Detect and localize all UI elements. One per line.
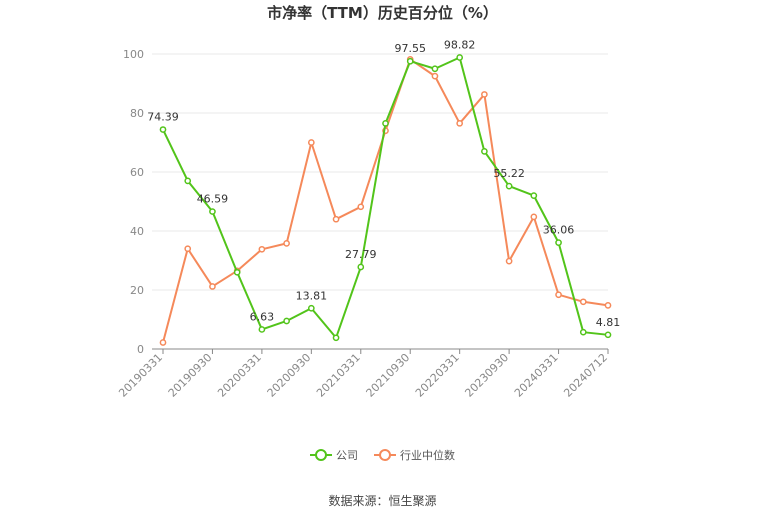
data-point-industry xyxy=(209,283,216,290)
data-label: 46.59 xyxy=(197,193,229,206)
data-point-company xyxy=(604,331,612,339)
data-point-industry xyxy=(555,291,562,299)
chart-title: 市净率（TTM）历史百分位（%） xyxy=(267,4,498,22)
y-tick-label: 60 xyxy=(130,166,144,179)
data-point-industry xyxy=(357,203,365,211)
series-line-industry xyxy=(162,58,609,343)
data-point-company xyxy=(209,208,216,215)
y-tick-label: 80 xyxy=(130,107,144,120)
data-point-industry xyxy=(505,257,513,265)
y-tick-label: 40 xyxy=(130,225,144,238)
legend-item-company[interactable]: 公司 xyxy=(310,447,358,463)
data-point-company xyxy=(505,182,513,190)
data-point-industry xyxy=(307,139,315,146)
data-point-industry xyxy=(283,240,290,247)
data-point-company xyxy=(332,334,340,342)
x-tick-label: 20190930 xyxy=(166,351,215,400)
data-point-company xyxy=(382,119,389,127)
data-label: 6.63 xyxy=(250,310,275,323)
data-point-industry xyxy=(530,213,538,221)
legend-item-industry[interactable]: 行业中位数 xyxy=(374,447,455,463)
x-tick-label: 20210331 xyxy=(314,351,363,400)
legend-marker-company xyxy=(310,449,332,461)
data-point-company xyxy=(456,54,464,61)
legend: 公司 行业中位数 xyxy=(0,447,765,463)
legend-label-industry: 行业中位数 xyxy=(400,449,455,462)
data-point-industry xyxy=(579,298,587,306)
data-label: 36.06 xyxy=(543,224,575,237)
data-point-company xyxy=(579,328,587,336)
source-note: 数据来源：恒生聚源 xyxy=(328,494,437,508)
data-point-industry xyxy=(431,72,439,80)
x-tick-label: 20190331 xyxy=(116,351,165,400)
data-label: 55.22 xyxy=(493,167,525,180)
x-tick-label: 20220331 xyxy=(413,351,462,400)
data-point-industry xyxy=(159,339,167,346)
legend-label-company: 公司 xyxy=(336,449,358,462)
data-label: 4.81 xyxy=(596,316,621,329)
data-point-company xyxy=(283,317,290,325)
y-tick-label: 100 xyxy=(123,48,144,61)
x-tick-label: 20240331 xyxy=(512,351,561,400)
data-point-industry xyxy=(481,91,488,98)
data-point-company xyxy=(406,57,414,65)
data-point-industry xyxy=(456,119,464,127)
y-tick-label: 0 xyxy=(137,343,144,356)
data-label: 13.81 xyxy=(296,289,328,302)
series-line-company xyxy=(162,56,609,339)
x-tick-label: 20210930 xyxy=(364,351,413,400)
data-label: 97.55 xyxy=(394,42,426,55)
data-point-company xyxy=(159,126,167,133)
data-point-company xyxy=(555,239,562,246)
data-label: 74.39 xyxy=(147,111,179,124)
data-point-company xyxy=(307,304,315,312)
data-point-industry xyxy=(604,301,612,309)
data-label-layer: 74.39 46.59 6.63 13.81 27.79 97.55 98.82 55.22 3… xyxy=(147,38,620,328)
data-label: 98.82 xyxy=(444,38,476,51)
x-tick-label: 20230930 xyxy=(462,351,511,400)
data-point-company xyxy=(357,263,365,271)
data-point-company xyxy=(431,65,439,73)
data-point-company xyxy=(258,326,266,333)
x-tick-label: 20240712 xyxy=(561,351,610,400)
legend-marker-industry xyxy=(374,449,396,461)
x-tick-label: 20200930 xyxy=(265,351,314,400)
data-point-company xyxy=(233,268,241,276)
data-point-company xyxy=(184,177,192,185)
y-tick-label: 20 xyxy=(130,284,144,297)
data-point-industry xyxy=(184,245,192,253)
data-point-industry xyxy=(332,215,340,223)
data-point-industry xyxy=(258,245,266,253)
data-label: 27.79 xyxy=(345,248,377,261)
series-layer xyxy=(159,54,612,346)
x-tick-label: 20200331 xyxy=(215,351,264,400)
data-point-company xyxy=(481,148,488,155)
data-point-company xyxy=(530,192,538,199)
